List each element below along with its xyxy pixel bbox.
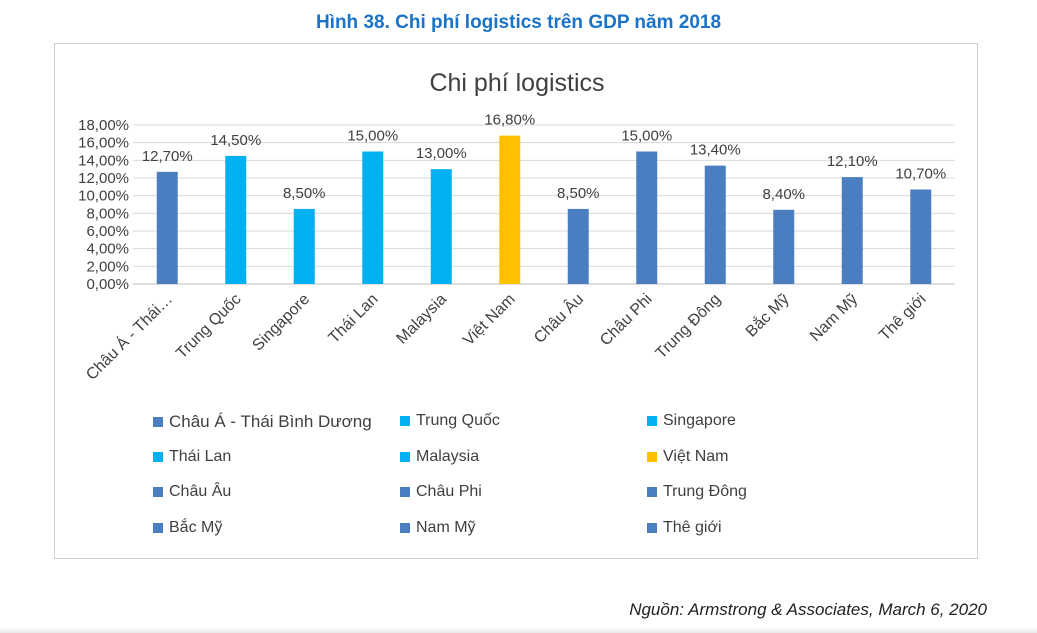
legend-item: Trung Đông [647, 483, 747, 501]
bar [773, 209, 795, 284]
y-tick-label: 4,00% [86, 241, 129, 258]
source-note: Nguồn: Armstrong & Associates, March 6, … [629, 600, 987, 619]
y-tick-label: 10,00% [78, 188, 129, 205]
legend-label: Singapore [663, 412, 736, 429]
data-label: 14,50% [210, 132, 261, 149]
bar [567, 208, 589, 284]
bars [156, 135, 932, 284]
legend-label: Châu Á - Thái Bình Dương [169, 412, 372, 431]
x-tick-label: Singapore [249, 291, 313, 355]
y-tick-label: 2,00% [86, 258, 129, 275]
legend-swatch [647, 522, 657, 533]
legend-item: Châu Âu [153, 483, 231, 501]
legend-label: Trung Quốc [416, 412, 500, 429]
legend-label: Châu Âu [169, 483, 232, 500]
data-label: 15,00% [347, 128, 398, 145]
y-tick-label: 18,00% [78, 117, 129, 134]
y-tick-label: 14,00% [78, 152, 129, 169]
y-tick-label: 6,00% [86, 223, 129, 240]
bar [156, 171, 178, 284]
data-label: 10,70% [895, 165, 946, 182]
data-label: 15,00% [621, 128, 672, 145]
legend-label: Thái Lan [169, 447, 232, 465]
legend-label: Trung Đông [663, 483, 747, 500]
gridlines [133, 124, 955, 285]
bar [225, 155, 247, 284]
x-tick-label: Châu Phi [597, 291, 656, 350]
legend-label: Malaysia [416, 447, 480, 465]
bar [636, 151, 658, 284]
bar [704, 165, 726, 284]
legend-swatch [647, 487, 657, 497]
bar-chart: Chi phí logistics 0,00%2,00%4,00%6,00%8,… [78, 69, 955, 384]
legend-item: Châu Phi [400, 483, 482, 501]
bar [499, 135, 521, 284]
legend-label: Bắc Mỹ [169, 518, 223, 536]
data-label: 13,40% [690, 142, 741, 159]
x-tick-label: Châu Âu [530, 289, 587, 346]
data-label: 13,00% [416, 145, 467, 162]
x-tick-label: Nam Mỹ [807, 291, 861, 345]
x-tick-label: Malaysia [393, 291, 450, 348]
legend-item: Châu Á - Thái Bình Dương [153, 412, 372, 432]
y-tick-label: 0,00% [86, 276, 129, 293]
chart-container: Chi phí logistics 0,00% 2,00% 4,00% 6,00% 8,… [54, 43, 978, 559]
x-tick-label: Việt Nam [460, 291, 518, 349]
x-tick-label: Trung Đông [653, 291, 724, 362]
data-label: 8,40% [762, 186, 805, 203]
legend-label: Thê giới [663, 518, 722, 536]
legend-swatch [153, 522, 163, 533]
legend-swatch [400, 487, 410, 497]
legend-swatch [647, 416, 657, 426]
bar [841, 177, 863, 284]
legend-label: Nam Mỹ [416, 518, 476, 536]
legend-item: Thái Lan [153, 448, 231, 466]
legend-item: Thê giới [647, 519, 722, 537]
legend-swatch [153, 451, 163, 462]
legend-swatch [153, 487, 163, 497]
legend-item: Malaysia [400, 448, 479, 466]
bar [910, 189, 932, 284]
legend-swatch [400, 451, 410, 462]
y-axis: 0,00%2,00%4,00%6,00%8,00%10,00%12,00%14,… [78, 117, 129, 293]
legend-item: Việt Nam [647, 448, 729, 466]
legend-item: Bắc Mỹ [153, 519, 222, 537]
legend-item: Singapore [647, 412, 736, 430]
x-axis: Châu Á - Thái…Trung Quốc Singapore Thái La… [82, 289, 930, 383]
legend-swatch [647, 451, 657, 462]
legend-label: Châu Phi [416, 483, 482, 500]
legend-item: Trung Quốc [400, 412, 500, 430]
figure-title: Hình 38. Chi phí logistics trên GDP năm … [315, 12, 722, 33]
bar [430, 169, 452, 284]
legend-item: Nam Mỹ [400, 519, 476, 537]
data-labels: 12,70% 14,50% 8,50% 15,00% 13,00% 16,80% 8,50%… [142, 112, 946, 203]
y-tick-label: 12,00% [78, 170, 129, 187]
chart-title: Chi phí logistics [429, 69, 604, 97]
legend-label: Việt Nam [663, 447, 729, 465]
x-tick-label: Thê giới [876, 291, 929, 344]
legend-swatch [153, 417, 163, 427]
y-tick-label: 8,00% [86, 205, 129, 222]
x-tick-label: Châu Á - Thái… [82, 289, 176, 383]
data-label: 8,50% [557, 185, 600, 202]
bar [362, 151, 384, 284]
y-tick-label: 16,00% [78, 135, 129, 152]
legend-swatch [400, 522, 410, 533]
page-bottom-shade [0, 627, 1037, 633]
x-tick-label: Bắc Mỹ [741, 289, 792, 340]
x-tick-label: Thái Lan [326, 291, 382, 347]
legend-swatch [400, 416, 410, 426]
data-label: 16,80% [484, 112, 535, 129]
x-tick-label: Trung Quốc [173, 291, 244, 362]
bar [293, 208, 315, 284]
data-label: 12,10% [827, 153, 878, 170]
data-label: 8,50% [283, 185, 326, 202]
data-label: 12,70% [142, 148, 193, 165]
